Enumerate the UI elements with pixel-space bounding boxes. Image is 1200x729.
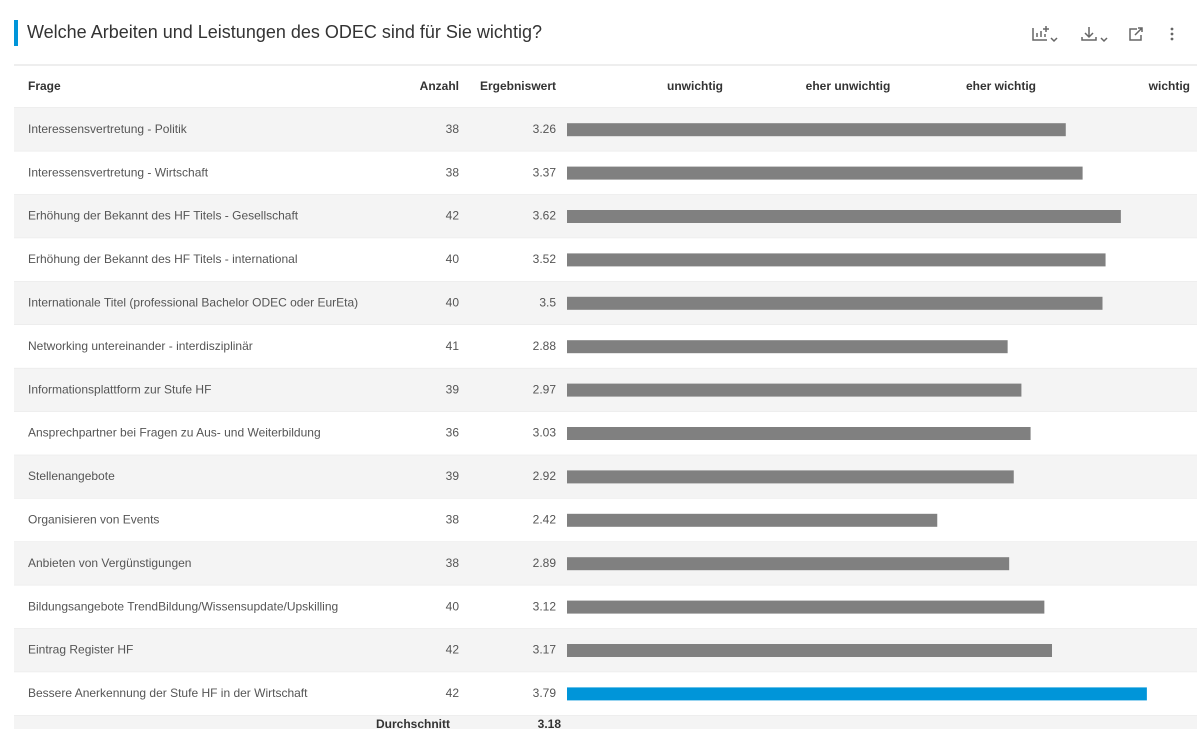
bar bbox=[567, 513, 938, 527]
row-value: 2.92 bbox=[533, 469, 557, 483]
row-label: Interessensvertretung - Politik bbox=[28, 122, 188, 136]
row-label: Erhöhung der Bekannt des HF Titels - Ges… bbox=[28, 209, 299, 223]
row-count: 38 bbox=[446, 556, 460, 570]
scale-label: eher wichtig bbox=[966, 79, 1036, 93]
row-value: 2.42 bbox=[533, 512, 557, 526]
row-label: Anbieten von Vergünstigungen bbox=[28, 556, 191, 570]
row-value: 3.26 bbox=[533, 122, 557, 136]
row-label: Ansprechpartner bei Fragen zu Aus- und W… bbox=[28, 426, 321, 440]
row-label: Erhöhung der Bekannt des HF Titels - int… bbox=[28, 252, 297, 266]
row-label: Bessere Anerkennung der Stufe HF in der … bbox=[28, 686, 308, 700]
scale-label: eher unwichtig bbox=[806, 79, 891, 93]
download-menu[interactable] bbox=[1100, 37, 1108, 43]
title-accent bbox=[14, 20, 18, 46]
row-value: 3.52 bbox=[533, 252, 557, 266]
column-header: Ergebniswert bbox=[480, 79, 556, 93]
chart-menu[interactable] bbox=[1050, 37, 1058, 43]
bar bbox=[567, 296, 1103, 310]
row-count: 40 bbox=[446, 295, 460, 309]
row-count: 38 bbox=[446, 512, 460, 526]
row-value: 3.79 bbox=[533, 686, 557, 700]
scale-label: unwichtig bbox=[667, 79, 723, 93]
footer-background bbox=[14, 715, 1197, 729]
footer-label: Durchschnitt bbox=[376, 717, 450, 729]
bar bbox=[567, 600, 1045, 614]
bar bbox=[567, 427, 1031, 440]
bar bbox=[567, 557, 1010, 571]
bar bbox=[567, 166, 1083, 180]
row-value: 3.37 bbox=[533, 165, 557, 179]
column-header: Anzahl bbox=[420, 79, 459, 93]
row-value: 2.88 bbox=[533, 339, 557, 353]
more-icon[interactable] bbox=[1170, 32, 1174, 36]
row-value: 2.89 bbox=[533, 556, 557, 570]
row-count: 39 bbox=[446, 469, 460, 483]
row-label: Informationsplattform zur Stufe HF bbox=[28, 382, 211, 396]
bar bbox=[567, 210, 1121, 223]
row-count: 39 bbox=[446, 382, 460, 396]
row-count: 38 bbox=[446, 165, 460, 179]
row-value: 3.17 bbox=[533, 643, 557, 657]
download-icon[interactable] bbox=[1081, 27, 1097, 41]
row-count: 41 bbox=[446, 339, 460, 353]
bar bbox=[567, 340, 1008, 354]
row-count: 38 bbox=[446, 122, 460, 136]
row-label: Eintrag Register HF bbox=[28, 643, 133, 657]
bar bbox=[567, 470, 1014, 484]
row-value: 3.12 bbox=[533, 599, 557, 613]
bar bbox=[567, 644, 1053, 657]
row-value: 3.5 bbox=[539, 295, 556, 309]
row-label: Stellenangebote bbox=[28, 469, 115, 483]
row-value: 3.62 bbox=[533, 209, 557, 223]
more-icon[interactable] bbox=[1170, 27, 1174, 31]
row-count: 42 bbox=[446, 686, 460, 700]
bar bbox=[567, 123, 1066, 137]
column-header: Frage bbox=[28, 79, 61, 93]
row-count: 40 bbox=[446, 599, 460, 613]
row-label: Organisieren von Events bbox=[28, 512, 159, 526]
row-count: 36 bbox=[446, 426, 460, 440]
footer-value: 3.18 bbox=[538, 717, 562, 729]
toolbar[interactable] bbox=[1032, 26, 1174, 43]
title: Welche Arbeiten und Leistungen des ODEC … bbox=[27, 22, 542, 42]
more-icon[interactable] bbox=[1170, 37, 1174, 41]
bar bbox=[567, 253, 1106, 267]
row-count: 40 bbox=[446, 252, 460, 266]
row-value: 3.03 bbox=[533, 426, 557, 440]
row-count: 42 bbox=[446, 209, 460, 223]
share-icon[interactable] bbox=[1129, 27, 1143, 41]
chart-icon[interactable] bbox=[1032, 26, 1049, 41]
row-value: 2.97 bbox=[533, 382, 557, 396]
row-count: 42 bbox=[446, 643, 460, 657]
row-label: Networking untereinander - interdiszipli… bbox=[28, 339, 253, 353]
bar bbox=[567, 687, 1147, 701]
row-label: Bildungsangebote TrendBildung/Wissensupd… bbox=[28, 599, 338, 613]
row-label: Internationale Titel (professional Bache… bbox=[28, 295, 358, 309]
scale-label: wichtig bbox=[1148, 79, 1190, 93]
bar bbox=[567, 383, 1022, 397]
row-label: Interessensvertretung - Wirtschaft bbox=[28, 165, 209, 179]
